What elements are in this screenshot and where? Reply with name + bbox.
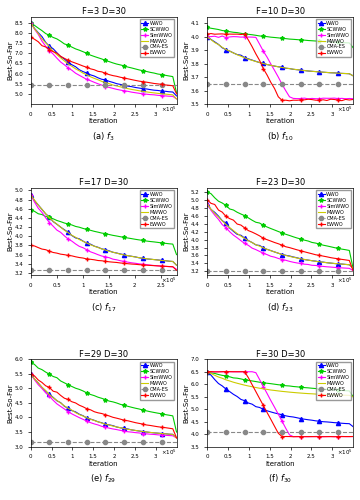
Legend: WWO, SCWWO, SimWWO, MWWO, CMA-ES, EWWO: WWO, SCWWO, SimWWO, MWWO, CMA-ES, EWWO bbox=[316, 190, 351, 228]
Legend: WWO, SCWWO, SimWWO, MWWO, CMA-ES, EWWO: WWO, SCWWO, SimWWO, MWWO, CMA-ES, EWWO bbox=[316, 19, 351, 57]
Text: (c) $f_{17}$: (c) $f_{17}$ bbox=[91, 302, 117, 314]
Text: $\times10^5$: $\times10^5$ bbox=[337, 448, 353, 457]
X-axis label: Iteration: Iteration bbox=[265, 460, 295, 466]
Y-axis label: Best-So-Far: Best-So-Far bbox=[7, 212, 13, 252]
Text: $\times10^5$: $\times10^5$ bbox=[161, 448, 176, 457]
Text: (b) $f_{10}$: (b) $f_{10}$ bbox=[267, 130, 293, 142]
Y-axis label: Best-So-Far: Best-So-Far bbox=[7, 383, 13, 423]
Text: (f) $f_{30}$: (f) $f_{30}$ bbox=[268, 473, 292, 486]
Text: $\times10^5$: $\times10^5$ bbox=[161, 105, 176, 114]
Legend: WWO, SCWWO, SimWWO, MWWO, CMA-ES, EWWO: WWO, SCWWO, SimWWO, MWWO, CMA-ES, EWWO bbox=[316, 362, 351, 400]
Text: (d) $f_{23}$: (d) $f_{23}$ bbox=[267, 302, 293, 314]
Title: F=29 D=30: F=29 D=30 bbox=[79, 350, 128, 358]
X-axis label: Iteration: Iteration bbox=[89, 460, 118, 466]
Legend: WWO, SCWWO, SimWWO, MWWO, CMA-ES, EWWO: WWO, SCWWO, SimWWO, MWWO, CMA-ES, EWWO bbox=[140, 19, 174, 57]
Y-axis label: Best-So-Far: Best-So-Far bbox=[184, 383, 189, 423]
Text: $\times10^5$: $\times10^5$ bbox=[337, 276, 353, 285]
Y-axis label: Best-So-Far: Best-So-Far bbox=[7, 40, 13, 80]
Legend: WWO, SCWWO, SimWWO, MWWO, CMA-ES, EWWO: WWO, SCWWO, SimWWO, MWWO, CMA-ES, EWWO bbox=[140, 362, 174, 400]
X-axis label: Iteration: Iteration bbox=[89, 290, 118, 296]
X-axis label: Iteration: Iteration bbox=[265, 290, 295, 296]
Y-axis label: Best-So-Far: Best-So-Far bbox=[184, 212, 189, 252]
Text: $\times10^5$: $\times10^5$ bbox=[161, 276, 176, 285]
Text: $\times10^5$: $\times10^5$ bbox=[337, 105, 353, 114]
Title: F=10 D=30: F=10 D=30 bbox=[256, 7, 305, 16]
Text: (e) $f_{29}$: (e) $f_{29}$ bbox=[90, 473, 117, 486]
Title: F=23 D=30: F=23 D=30 bbox=[256, 178, 305, 187]
Title: F=3 D=30: F=3 D=30 bbox=[82, 7, 126, 16]
Legend: WWO, SCWWO, SimWWO, MWWO, CMA-ES, EWWO: WWO, SCWWO, SimWWO, MWWO, CMA-ES, EWWO bbox=[140, 190, 174, 228]
Text: (a) $f_3$: (a) $f_3$ bbox=[92, 130, 115, 142]
X-axis label: Iteration: Iteration bbox=[89, 118, 118, 124]
Y-axis label: Best-So-Far: Best-So-Far bbox=[184, 40, 189, 80]
Title: F=30 D=30: F=30 D=30 bbox=[256, 350, 305, 358]
Title: F=17 D=30: F=17 D=30 bbox=[79, 178, 128, 187]
X-axis label: Iteration: Iteration bbox=[265, 118, 295, 124]
